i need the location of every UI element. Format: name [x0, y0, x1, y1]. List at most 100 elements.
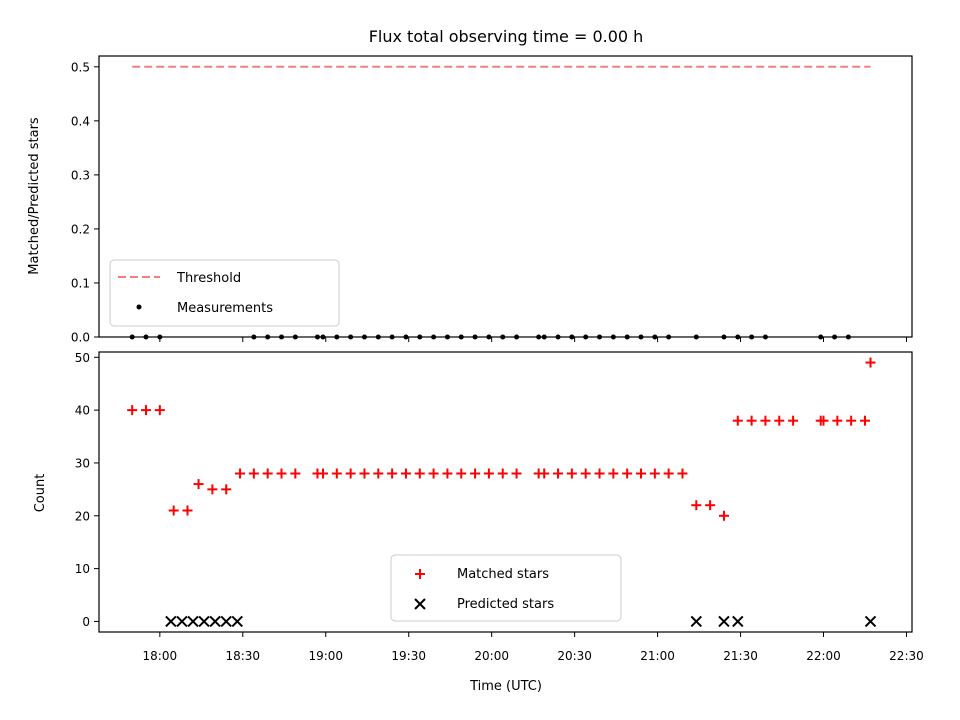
matched-star-point	[497, 468, 508, 479]
predicted-star-point	[718, 615, 730, 628]
bottom-x-tick-label: 19:00	[308, 649, 343, 663]
matched-star-point	[594, 468, 605, 479]
legend-measurements-label: Measurements	[177, 301, 273, 316]
matched-star-point	[359, 468, 370, 479]
matched-star-point	[400, 468, 411, 479]
matched-star-point	[732, 415, 743, 426]
matched-star-point	[760, 415, 771, 426]
predicted-legend-marker	[414, 598, 426, 610]
matched-star-point	[262, 468, 273, 479]
bottom-y-tick-label: 20	[75, 509, 90, 523]
matched-star-point	[331, 468, 342, 479]
matched-star-point	[373, 468, 384, 479]
matched-star-point	[317, 468, 328, 479]
predicted-star-point	[165, 615, 177, 628]
matched-star-point	[345, 468, 356, 479]
matched-star-point	[207, 484, 218, 495]
matched-star-point	[470, 468, 481, 479]
bottom-x-tick-label: 22:30	[889, 649, 924, 663]
bottom-x-tick-label: 20:00	[474, 649, 509, 663]
legend-measurements-swatch	[136, 304, 142, 310]
top-y-axis-label: Matched/Predicted stars	[27, 117, 42, 275]
matched-star-point	[663, 468, 674, 479]
top-legend: Threshold Measurements	[109, 259, 340, 327]
bottom-y-ticks: 0 10 20 30 40 50	[75, 351, 99, 629]
top-y-tick-label: 0.3	[71, 168, 90, 182]
matched-star-point	[608, 468, 619, 479]
matched-star-point	[649, 468, 660, 479]
top-legend-box	[109, 259, 340, 327]
matched-star-point	[276, 468, 287, 479]
matched-star-point	[788, 415, 799, 426]
matched-star-point	[539, 468, 550, 479]
matched-star-point	[774, 415, 785, 426]
predicted-star-point	[209, 615, 221, 628]
bottom-axes-frame	[98, 351, 913, 633]
matched-star-point	[387, 468, 398, 479]
top-y-tick-label: 0.5	[71, 60, 90, 74]
bottom-x-tick-label: 21:00	[640, 649, 675, 663]
legend-matched-swatch	[415, 569, 425, 579]
predicted-star-point	[198, 615, 210, 628]
top-x-ticks	[159, 337, 907, 342]
top-y-tick-label: 0.4	[71, 114, 90, 128]
matched-star-point	[746, 415, 757, 426]
matched-star-point	[705, 500, 716, 511]
top-y-tick-label: 0.0	[71, 331, 90, 345]
legend-matched-label: Matched stars	[457, 567, 549, 582]
bottom-x-tick-label: 18:30	[225, 649, 260, 663]
matched-star-point	[718, 510, 729, 521]
matched-star-point	[290, 468, 301, 479]
matched-star-point	[248, 468, 259, 479]
matched-star-point	[182, 505, 193, 516]
predicted-star-point	[231, 615, 243, 628]
chart-title: Flux total observing time = 0.00 h	[369, 27, 644, 46]
predicted-star-point	[176, 615, 188, 628]
matched-star-point	[677, 468, 688, 479]
matched-star-point	[127, 405, 138, 416]
matched-star-point	[193, 479, 204, 490]
matched-star-point	[832, 415, 843, 426]
bottom-x-tick-label: 20:30	[557, 649, 592, 663]
matched-star-point	[846, 415, 857, 426]
matched-star-point	[859, 415, 870, 426]
predicted-star-point	[864, 615, 877, 628]
predicted-star-point	[690, 615, 703, 628]
matched-star-point	[414, 468, 425, 479]
matched-star-point	[483, 468, 494, 479]
matched-star-point	[456, 468, 467, 479]
matched-star-point	[428, 468, 439, 479]
bottom-y-tick-label: 30	[75, 456, 90, 470]
legend-threshold-label: Threshold	[176, 271, 241, 286]
bottom-y-tick-label: 10	[75, 562, 90, 576]
matched-star-point	[235, 468, 246, 479]
matched-star-point	[580, 468, 591, 479]
bottom-y-tick-label: 40	[75, 404, 90, 418]
bottom-y-tick-label: 50	[75, 351, 90, 365]
predicted-star-point	[187, 615, 199, 628]
top-axes-frame	[98, 55, 913, 338]
matched-star-point	[636, 468, 646, 479]
top-panel: 0.0 0.1 0.2 0.3 0.4 0.5 Matched/Predicted sta…	[27, 55, 913, 345]
bottom-x-tick-label: 18:00	[143, 649, 178, 663]
x-axis-label: Time (UTC)	[469, 679, 542, 694]
matched-legend-marker	[415, 569, 425, 579]
bottom-plot-area	[127, 357, 877, 628]
bottom-x-tick-label: 21:30	[723, 649, 758, 663]
matched-star-point	[168, 505, 179, 516]
matched-star-point	[154, 405, 165, 416]
matched-star-point	[141, 405, 152, 416]
predicted-star-point	[732, 615, 744, 628]
matched-star-point	[691, 500, 702, 511]
matched-star-point	[622, 468, 633, 479]
matched-star-point	[221, 484, 232, 495]
bottom-x-tick-label: 19:30	[391, 649, 426, 663]
matched-star-point	[442, 468, 453, 479]
top-y-tick-label: 0.1	[71, 276, 90, 290]
top-y-tick-label: 0.2	[71, 222, 90, 236]
matched-star-point	[566, 468, 577, 479]
bottom-x-ticks: 18:00 18:30 19:00 19:30 20:00 20:30 21:00 21:30…	[143, 632, 924, 663]
bottom-y-axis-label: Count	[33, 474, 48, 513]
bottom-legend: Matched stars Predicted stars	[390, 554, 622, 622]
